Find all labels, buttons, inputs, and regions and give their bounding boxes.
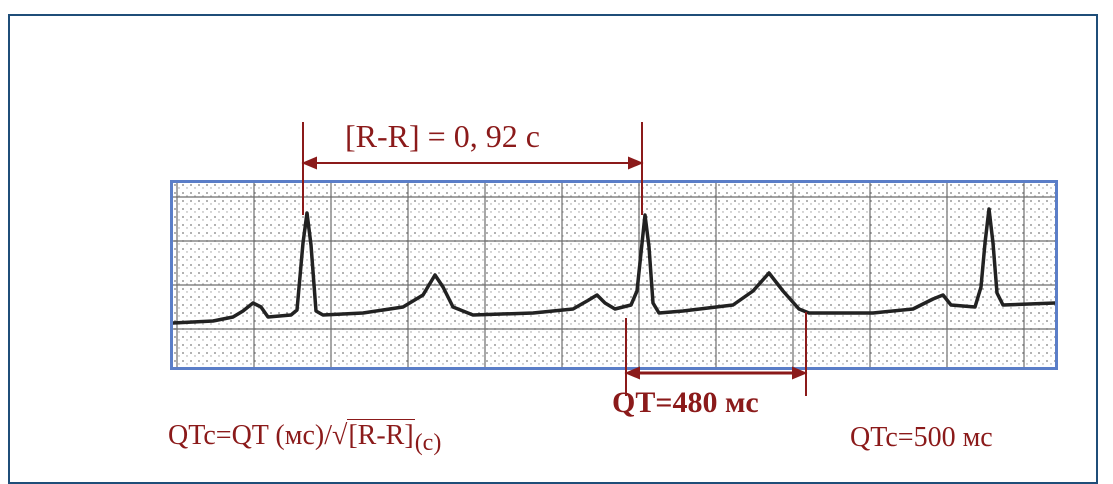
formula-radicand: [R-R]: [347, 419, 414, 451]
qtc-result: QTc=500 мс: [850, 422, 993, 454]
rr-arrow-left-head: [304, 158, 316, 168]
rr-interval-label: [R-R] = 0, 92 с: [345, 118, 540, 155]
formula-unit: (с): [415, 430, 442, 456]
qtc-formula: QTc=QT (мс)/√[R-R](с): [168, 420, 441, 457]
qt-arrow-left-head: [627, 368, 639, 378]
radical-sign: √: [332, 420, 347, 451]
formula-prefix: QTc=QT (мс)/: [168, 420, 332, 451]
qt-arrow-right-head: [793, 368, 805, 378]
qt-interval-label: QT=480 мс: [612, 386, 759, 420]
rr-arrow-right-head: [629, 158, 641, 168]
